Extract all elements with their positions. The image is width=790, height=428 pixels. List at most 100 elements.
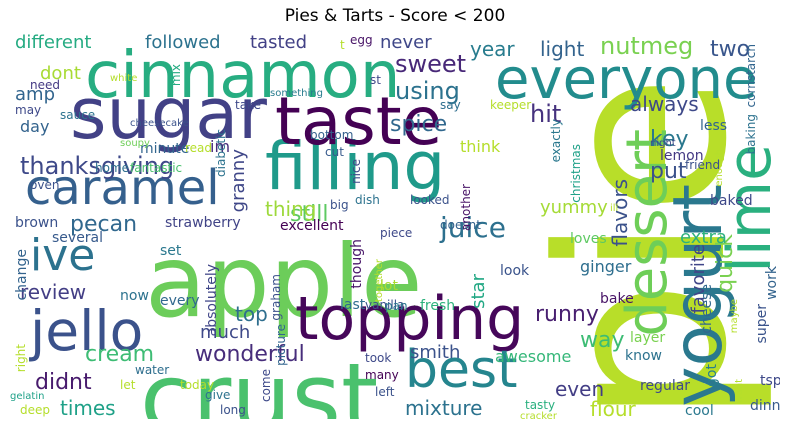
word-sauce: sauce xyxy=(60,108,96,122)
word-big: big xyxy=(330,198,349,212)
word-excellent: excellent xyxy=(280,218,344,234)
word-doesnt: doesnt xyxy=(440,218,481,232)
word-cracker: cracker xyxy=(520,411,557,420)
word-think: think xyxy=(460,137,501,156)
word-gelatin: gelatin xyxy=(10,391,45,402)
word-cornstarch: cornstarch xyxy=(744,44,758,108)
word-topping: topping xyxy=(295,284,525,354)
word-apple: apple xyxy=(145,223,423,340)
word-take: take xyxy=(235,98,261,112)
word-friend: friend xyxy=(685,158,721,172)
word-white: white xyxy=(110,73,138,84)
word-thing: thing xyxy=(265,197,317,221)
word-mix: mix xyxy=(169,64,183,87)
word-dont: dont xyxy=(40,63,81,84)
word-two: two xyxy=(710,37,751,62)
word-baked: baked xyxy=(710,193,753,209)
word-give: give xyxy=(205,388,231,402)
word-lot: lot xyxy=(380,278,398,294)
word-regular: regular xyxy=(640,378,691,394)
word-change: change xyxy=(14,249,30,301)
word-didnt: didnt xyxy=(35,370,92,395)
word-st: st xyxy=(370,73,381,87)
word-left: left xyxy=(375,385,395,399)
word-spice: spice xyxy=(390,112,448,137)
word-dinner: dinner xyxy=(750,398,780,414)
word-know: know xyxy=(625,348,662,364)
word-exactly: exactly xyxy=(549,119,563,163)
word-piece: piece xyxy=(380,226,413,240)
word-key: key xyxy=(650,127,689,152)
word-sweet: sweet xyxy=(395,50,467,78)
word-diabetic: diabetic xyxy=(214,129,228,177)
word-runny: runny xyxy=(535,302,599,327)
word-hit: hit xyxy=(530,100,562,128)
word-using: using xyxy=(395,77,460,105)
word-caramel: caramel xyxy=(25,160,220,216)
word-much: much xyxy=(200,322,251,343)
word-layer: layer xyxy=(630,330,666,346)
word-followed: followed xyxy=(145,34,221,53)
word-super: super xyxy=(754,304,770,344)
word-taste: taste xyxy=(275,83,443,160)
word-pan: pan xyxy=(385,299,408,313)
word-fantastic: fantastic xyxy=(130,161,183,175)
word-even: even xyxy=(555,377,605,401)
word-want: want xyxy=(734,379,745,404)
word-review: review xyxy=(20,280,87,304)
word-top: top xyxy=(235,302,268,326)
word-dish: dish xyxy=(355,193,380,207)
word-strawberry: strawberry xyxy=(165,215,241,231)
word-mixture: mixture xyxy=(405,396,483,419)
word-set: set xyxy=(160,243,182,259)
word-now: now xyxy=(120,288,149,304)
word-tasty: tasty xyxy=(525,398,556,412)
word-today: today xyxy=(180,378,215,392)
word-lemon: lemon xyxy=(660,148,704,164)
word-everyone: everyone xyxy=(495,47,758,112)
word-come: come xyxy=(259,369,273,403)
word-smith: smith xyxy=(410,342,461,363)
word-times: times xyxy=(60,396,116,419)
word-graham: graham xyxy=(269,274,283,321)
word-wonderful: wonderful xyxy=(195,342,305,367)
word-flour: flour xyxy=(590,397,636,419)
word-juice: juice xyxy=(440,211,506,244)
word-together: together xyxy=(374,259,385,303)
word-always: always xyxy=(630,92,699,116)
word-nutmeg: nutmeg xyxy=(600,34,694,60)
word-put: put xyxy=(650,159,687,184)
word-something: something xyxy=(270,88,323,99)
word-water: water xyxy=(135,363,170,377)
word-keeper: keeper xyxy=(490,98,532,112)
word-home: home xyxy=(95,161,130,175)
word-tasted: tasted xyxy=(250,34,308,53)
word-baking: baking xyxy=(744,114,758,155)
word-cloud: pie apple crust cinnamon sugar everyone fillin… xyxy=(10,34,780,419)
word-bottom: bottom xyxy=(310,128,354,142)
word-filling: filling xyxy=(265,128,446,205)
word-still: still xyxy=(290,202,329,227)
word-thanksgiving: thanksgiving xyxy=(20,152,175,180)
word-light: light xyxy=(540,37,585,61)
word-work: work xyxy=(764,266,780,300)
word-got: got xyxy=(704,364,720,387)
word-less: less xyxy=(700,118,728,134)
word-best: best xyxy=(405,340,518,400)
word-christmas: christmas xyxy=(569,144,583,203)
word-cool: cool xyxy=(685,403,714,419)
word-amp: amp xyxy=(15,84,55,105)
word-oven: oven xyxy=(30,178,60,192)
word-another: another xyxy=(459,184,473,231)
chart-title: Pies & Tarts - Score < 200 xyxy=(284,6,506,26)
word-say: say xyxy=(440,98,461,112)
word-absolutely: absolutely xyxy=(204,264,220,337)
word-took: took xyxy=(365,351,392,365)
word-pecan: pecan xyxy=(70,212,138,237)
word-egg: egg xyxy=(350,34,373,47)
word-cheese: cheese xyxy=(699,284,715,334)
word-maybe: maybe xyxy=(729,299,740,334)
word-read: read xyxy=(185,141,213,155)
word-yummy: yummy xyxy=(540,197,608,218)
word-may: may xyxy=(15,103,42,117)
